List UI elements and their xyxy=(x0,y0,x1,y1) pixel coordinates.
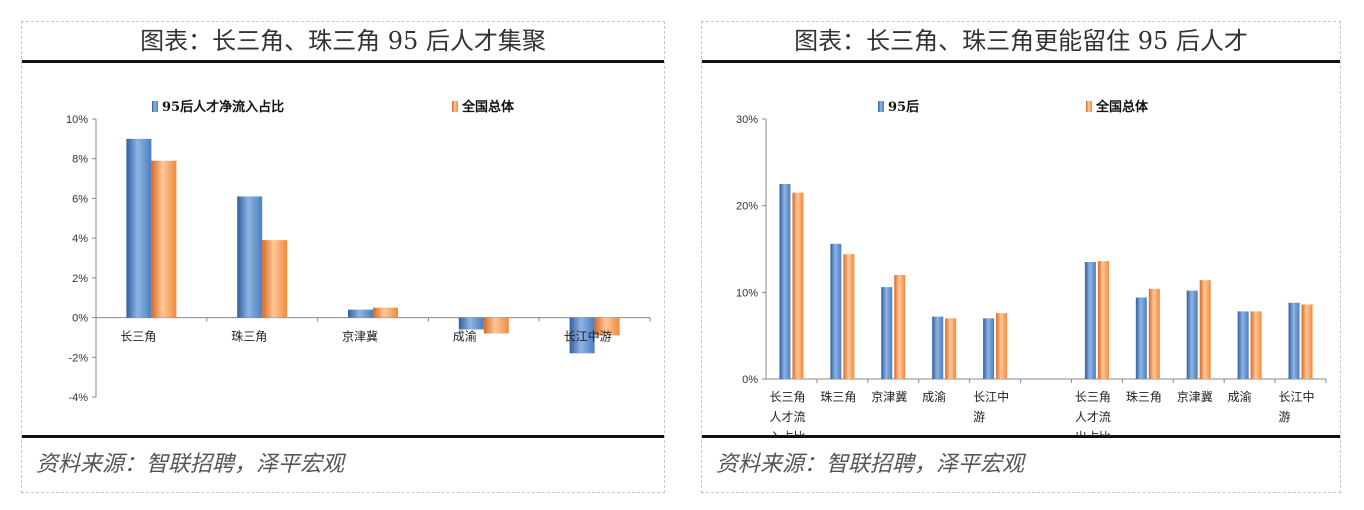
left-y-tick-label: 6% xyxy=(72,193,88,205)
left-y-tick-label: 2% xyxy=(72,273,88,285)
right-bar-95 xyxy=(830,243,842,379)
right-bar-95 xyxy=(1084,262,1096,379)
right-bar-national xyxy=(996,313,1008,379)
left-y-tick-label: -4% xyxy=(68,392,88,404)
left-bar-national xyxy=(262,240,288,318)
left-y-tick-label: 10% xyxy=(66,114,88,126)
right-bar-95 xyxy=(932,316,944,379)
left-bar-95 xyxy=(348,309,373,318)
right-bar-national xyxy=(894,275,906,379)
right-category-label: 长江中 xyxy=(1279,389,1315,404)
right-y-tick-label: 0% xyxy=(742,374,758,386)
left-category-label: 长三角 xyxy=(120,330,156,344)
right-chart-svg: 0% 10% 20% 30% 长三角人才流入占比 珠三角 京津冀 成渝 长江中游 长三角人才流出占… xyxy=(736,99,1327,435)
right-bar-national xyxy=(792,192,804,379)
right-source-note: 资料来源：智联招聘，泽平宏观 xyxy=(716,452,1025,477)
right-bar-national xyxy=(945,318,957,379)
left-chart-title: 图表：长三角、珠三角 95 后人才集聚 xyxy=(22,22,664,63)
right-bar-95 xyxy=(881,287,893,379)
left-y-tick-label: 4% xyxy=(72,233,88,245)
right-category-label: 人才流 xyxy=(769,410,805,424)
right-legend-label-95: 95后 xyxy=(888,99,919,115)
left-legend-swatch-95 xyxy=(152,101,158,112)
right-legend-swatch-national xyxy=(1086,101,1092,112)
right-category-label: 京津冀 xyxy=(1177,390,1213,404)
right-category-label: 入占比 xyxy=(769,429,805,435)
right-bar-95 xyxy=(983,318,995,379)
left-bar-national xyxy=(373,307,398,318)
right-bar-95 xyxy=(1186,290,1198,379)
right-chart-title: 图表：长三角、珠三角更能留住 95 后人才 xyxy=(702,22,1340,63)
left-bar-national xyxy=(151,160,177,318)
left-legend-label-95: 95后人才净流入占比 xyxy=(162,99,284,115)
left-bar-95 xyxy=(237,196,263,318)
right-category-label: 成渝 xyxy=(1228,389,1252,404)
left-chart-svg: -4% -2% 0% 2% 4% 6% 8% 10% 长三角 珠三角 京津冀 成渝 长江中游 95后人才净… xyxy=(66,99,651,404)
right-category-label: 成渝 xyxy=(922,389,946,404)
right-bar-national xyxy=(1301,304,1313,379)
right-bar-95 xyxy=(1237,311,1249,379)
right-y-tick-label: 10% xyxy=(736,287,758,299)
left-bar-national xyxy=(483,317,509,334)
right-legend-swatch-95 xyxy=(878,101,884,112)
right-category-label: 京津冀 xyxy=(871,390,907,404)
left-chart-area: -4% -2% 0% 2% 4% 6% 8% 10% 长三角 珠三角 京津冀 成渝 长江中游 95后人才净… xyxy=(22,63,664,435)
left-bar-national xyxy=(594,317,620,336)
right-bar-national xyxy=(1199,280,1211,379)
right-bar-national xyxy=(843,254,855,379)
left-y-tick-label: 0% xyxy=(72,313,88,325)
right-y-tick-label: 20% xyxy=(736,201,758,213)
right-chart-panel: 图表：长三角、珠三角更能留住 95 后人才 0% 10% 20% 30% 长三角人才流入… xyxy=(701,21,1341,493)
left-bar-95 xyxy=(569,317,595,354)
left-source-divider xyxy=(22,435,664,438)
left-category-label: 长江中游 xyxy=(564,329,612,344)
left-category-label: 京津冀 xyxy=(342,330,378,344)
right-category-label: 出占比 xyxy=(1075,429,1111,435)
left-bar-95 xyxy=(458,317,484,330)
right-category-label: 珠三角 xyxy=(1126,390,1162,404)
right-category-label: 长三角 xyxy=(769,390,805,404)
left-y-tick-label: -2% xyxy=(68,352,88,364)
left-source-note: 资料来源：智联招聘，泽平宏观 xyxy=(36,452,345,477)
right-category-label: 人才流 xyxy=(1075,410,1111,424)
left-y-tick-label: 8% xyxy=(72,154,88,166)
right-category-label: 游 xyxy=(973,410,985,424)
right-bar-national xyxy=(1148,288,1160,379)
left-category-label: 成渝 xyxy=(453,329,477,344)
right-chart-area: 0% 10% 20% 30% 长三角人才流入占比 珠三角 京津冀 成渝 长江中游 长三角人才流出占… xyxy=(702,63,1340,435)
right-bar-95 xyxy=(1288,302,1300,379)
left-bar-95 xyxy=(126,138,152,318)
right-source-divider xyxy=(702,435,1340,438)
right-bar-95 xyxy=(779,184,791,379)
right-category-label: 珠三角 xyxy=(820,390,856,404)
right-category-label: 长江中 xyxy=(973,389,1009,404)
right-legend-label-national: 全国总体 xyxy=(1095,99,1149,115)
right-bar-95 xyxy=(1135,297,1147,379)
left-legend-swatch-national xyxy=(452,101,458,112)
right-bar-national xyxy=(1250,311,1262,379)
right-y-tick-label: 30% xyxy=(736,114,758,126)
right-category-label: 长三角 xyxy=(1075,390,1111,404)
right-category-label: 游 xyxy=(1279,410,1291,424)
right-bar-national xyxy=(1097,261,1109,379)
left-category-label: 珠三角 xyxy=(231,330,267,344)
left-chart-panel: 图表：长三角、珠三角 95 后人才集聚 -4% -2% 0% 2% 4% 6% 8% 10% 长… xyxy=(21,21,665,493)
left-legend-label-national: 全国总体 xyxy=(461,99,515,115)
